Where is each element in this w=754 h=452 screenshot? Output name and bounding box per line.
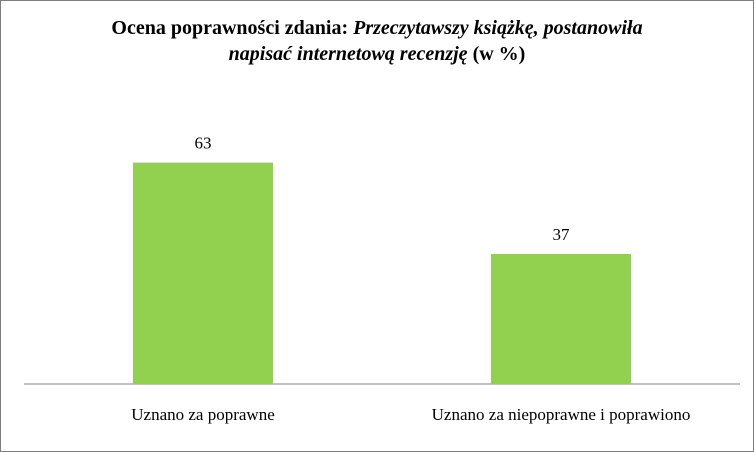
category-labels-group: Uznano za poprawne Uznano za niepoprawne … — [131, 405, 690, 424]
chart-title-part-2: Przeczytawszy książkę, postanowiła napis… — [228, 17, 643, 65]
category-label-1: Uznano za poprawne — [131, 405, 275, 424]
chart-title-part-1: Ocena poprawności zdania: — [111, 17, 354, 39]
chart-title: Ocena poprawności zdania: Przeczytawszy … — [101, 15, 653, 67]
bar-2 — [491, 253, 631, 384]
chart-title-part-3: (w %) — [467, 43, 526, 65]
bar-1 — [133, 162, 273, 384]
bars-group — [133, 162, 631, 384]
data-label-2: 37 — [553, 225, 571, 244]
data-label-1: 63 — [195, 134, 212, 153]
category-label-2: Uznano za niepoprawne i poprawiono — [432, 405, 691, 424]
data-labels-group: 63 37 — [195, 134, 571, 244]
